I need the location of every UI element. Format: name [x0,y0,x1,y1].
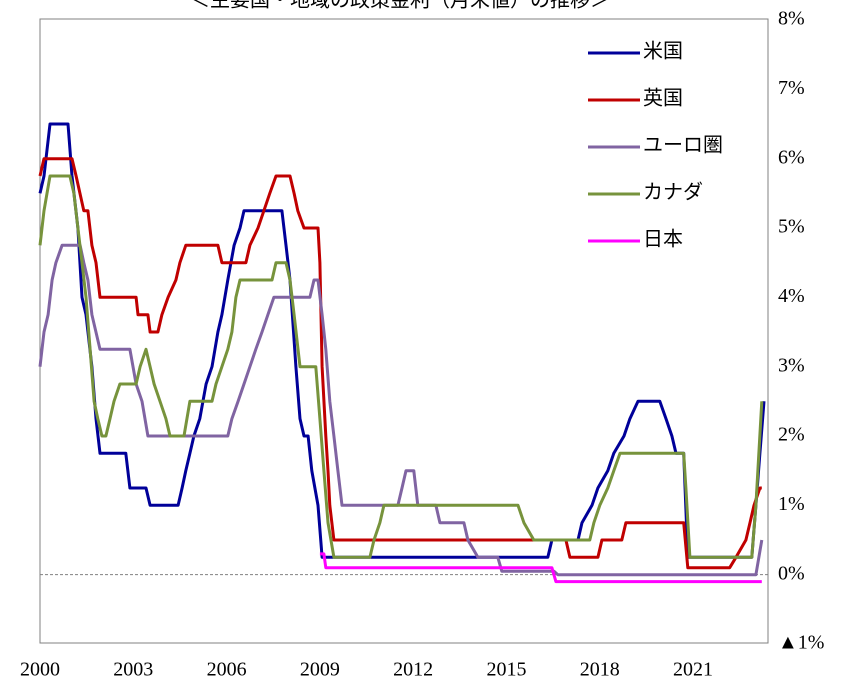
x-tick-label: 2003 [113,659,153,681]
plot-frame [39,18,769,644]
series-line [319,552,762,584]
x-tick-label: 2000 [20,659,60,681]
y-tick-label: 5% [778,216,805,238]
y-tick-label: 8% [778,8,805,30]
y-tick-label: 4% [778,285,805,307]
y-tick-label: 6% [778,146,805,168]
x-tick-label: 2006 [207,659,247,681]
legend-label: 米国 [643,40,683,63]
legend-label: 英国 [643,87,683,110]
y-tick-label: 0% [778,562,805,584]
chart-title: ＜主要国・地域の政策金利（月末値）の推移＞ [190,0,610,12]
series-line [38,174,764,559]
series-line [38,243,764,577]
legend-label: カナダ [643,181,703,204]
y-tick-label: 1% [778,493,805,515]
legend-label: ユーロ圏 [643,135,723,157]
x-tick-label: 2018 [580,659,620,681]
y-tick-label: 3% [778,354,805,376]
y-tick-label: 2% [778,424,805,446]
x-tick-label: 2015 [486,659,526,681]
series-line [38,122,766,559]
y-tick-label: 7% [778,77,805,99]
legend-label: 日本 [643,228,683,251]
x-tick-label: 2021 [673,659,713,681]
y-tick-label: ▲1% [778,632,824,654]
x-tick-label: 2009 [300,659,340,681]
series-line [38,157,762,570]
x-tick-label: 2012 [393,659,433,681]
